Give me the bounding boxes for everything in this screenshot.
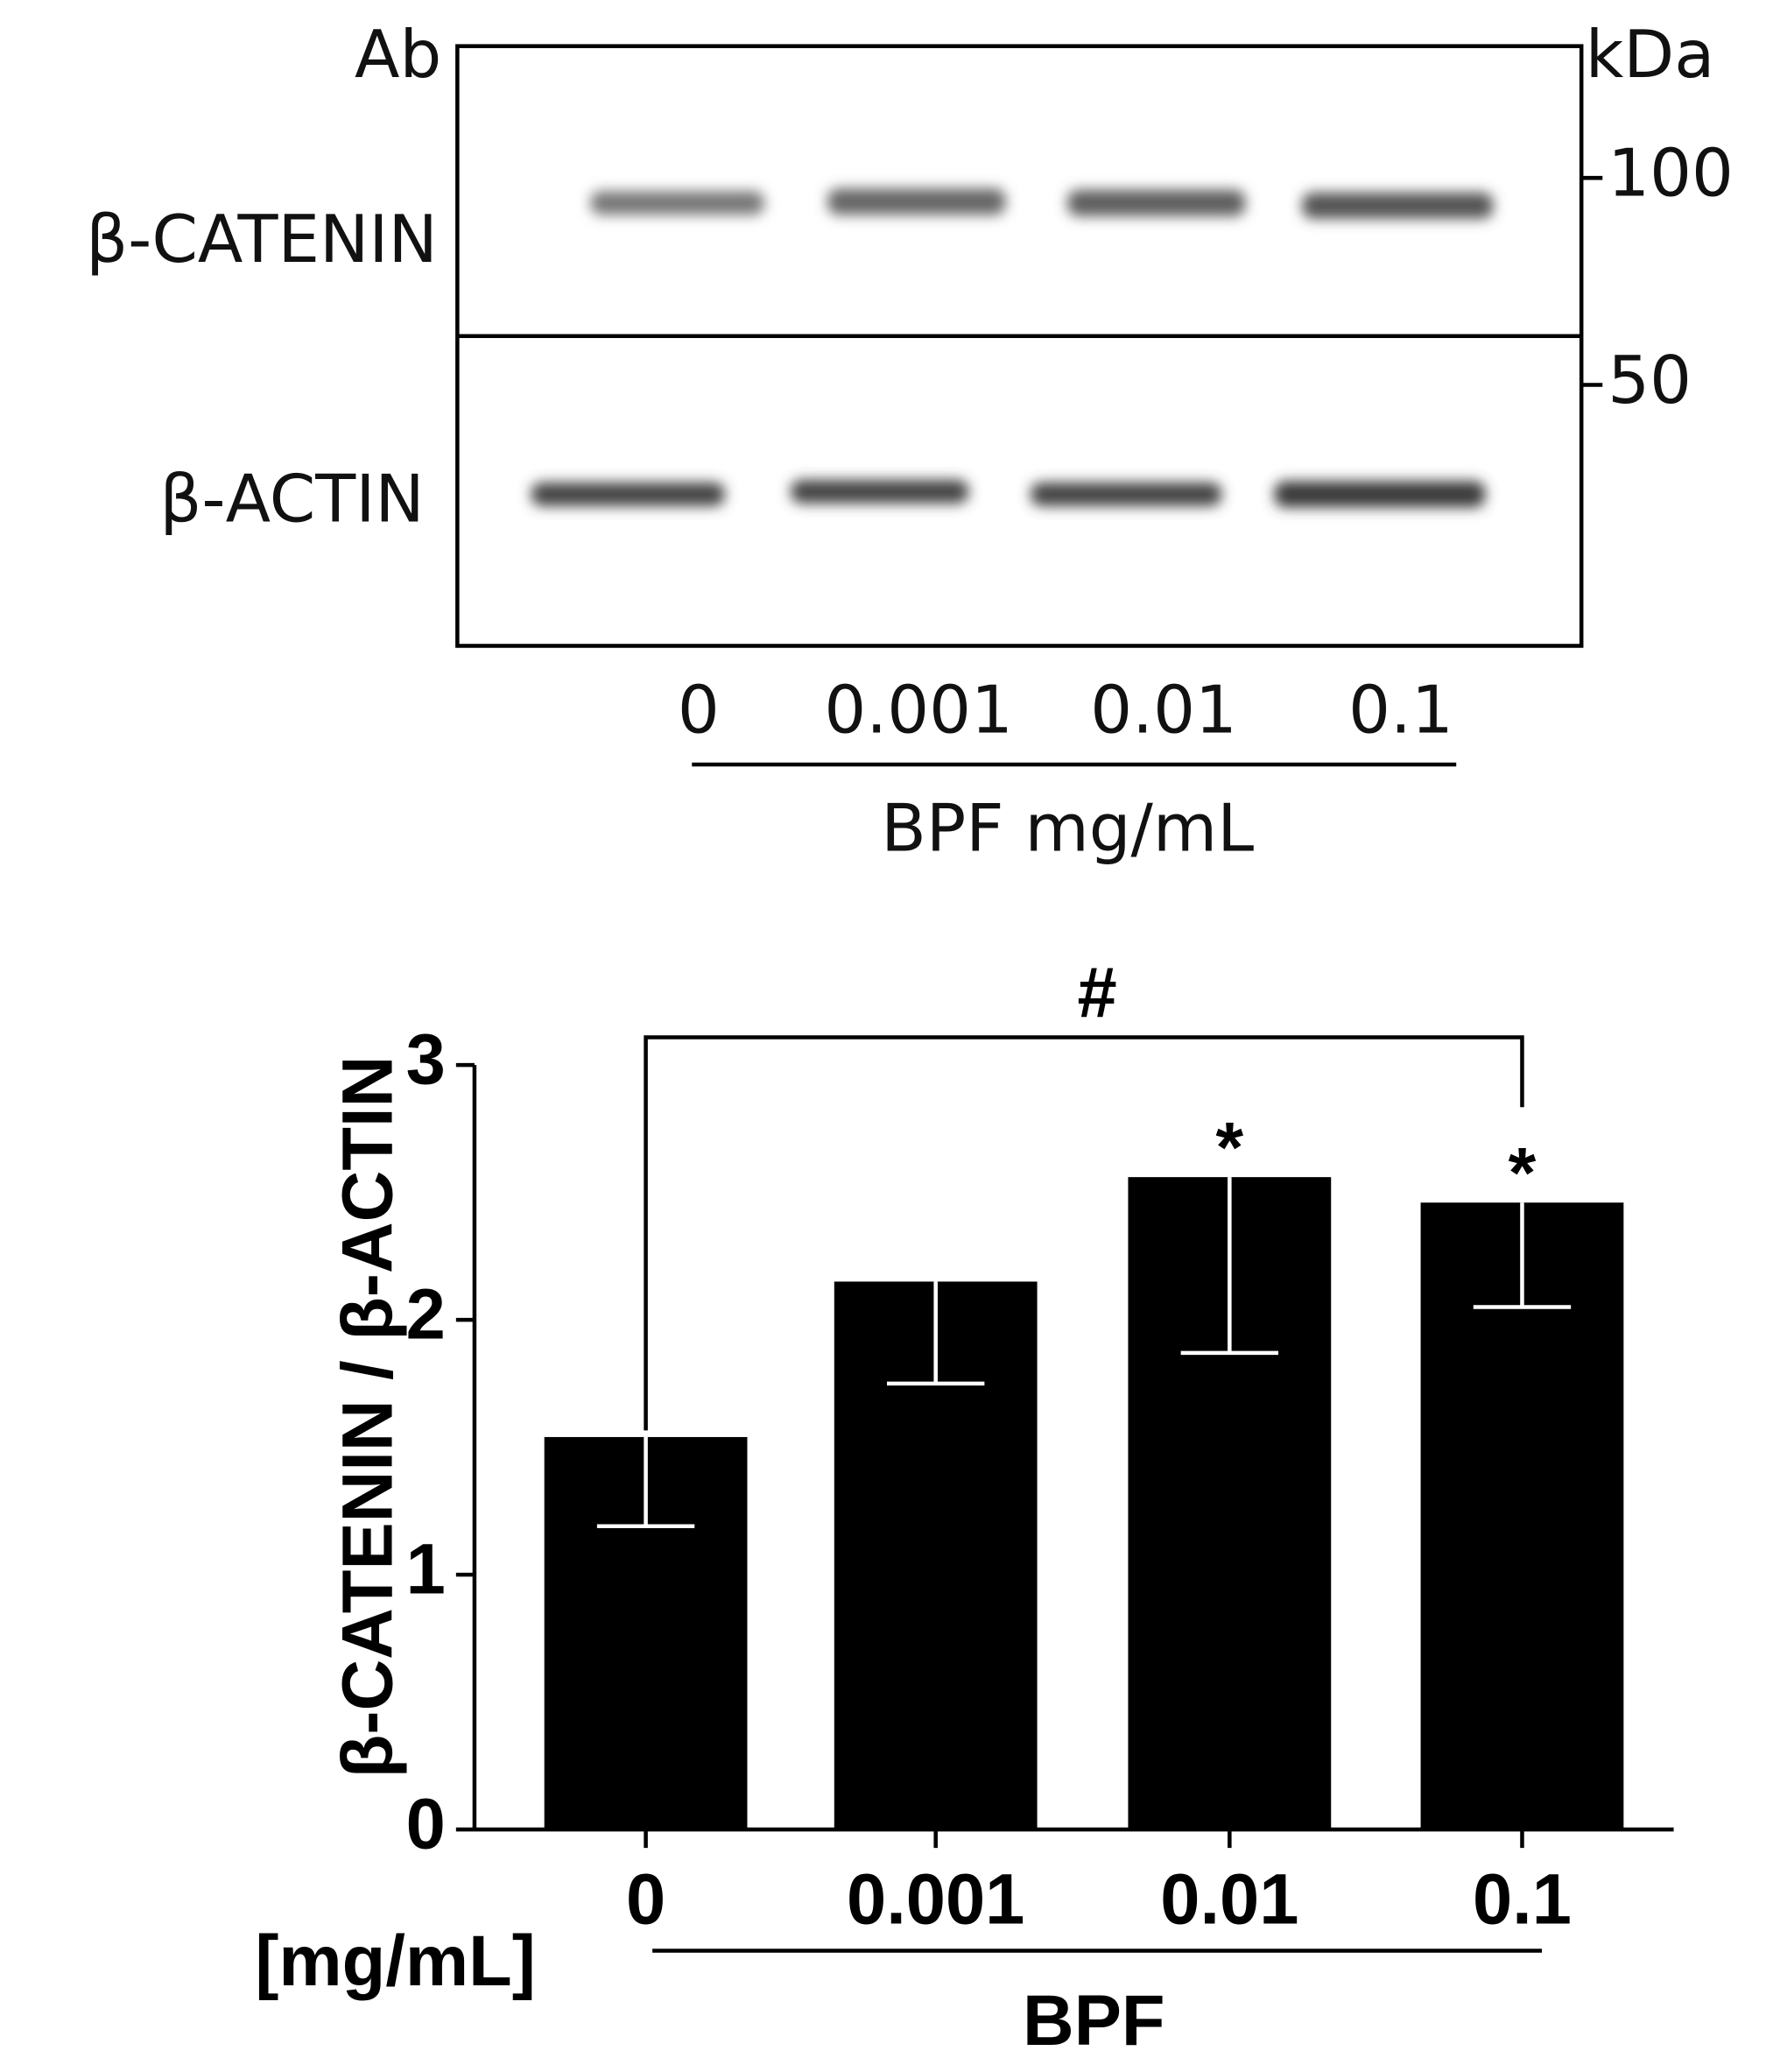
band xyxy=(1031,482,1222,506)
x-tick-label: 0 xyxy=(626,1859,665,1939)
band xyxy=(827,188,1006,215)
unit-label: [mg/mL] xyxy=(255,1921,535,2001)
bands xyxy=(531,188,1494,508)
x-tick-label: 0.1 xyxy=(1473,1859,1572,1939)
y-tick-label: 3 xyxy=(406,1020,446,1100)
lane-label: 0 xyxy=(678,671,720,748)
y-tick-label: 0 xyxy=(406,1785,446,1864)
y-tick-label: 1 xyxy=(406,1530,446,1610)
row-label: β-ACTIN xyxy=(159,460,424,537)
marker-label: 100 xyxy=(1608,135,1734,212)
row-label: β-CATENIN xyxy=(86,201,438,278)
y-tick-label: 2 xyxy=(406,1275,446,1355)
x-tick-label: 0.01 xyxy=(1160,1859,1298,1939)
band xyxy=(1302,192,1494,219)
band xyxy=(590,191,765,215)
significance-mark: # xyxy=(1077,953,1116,1032)
marker-header: kDa xyxy=(1586,16,1715,93)
lane-axis-label: BPF mg/mL xyxy=(881,790,1254,867)
band xyxy=(1274,481,1486,508)
significance-mark: * xyxy=(1509,1134,1537,1214)
band xyxy=(791,479,969,504)
blot-frame xyxy=(455,44,1584,648)
western-blot: Ab kDa β-CATENIN β-ACTIN 100 50 0 0.001 … xyxy=(86,16,1734,867)
bar-chart: β-CATENIN / β-ACTIN [mg/mL] BPF 0 1 2 3 0 0.0… xyxy=(255,953,1674,2061)
x-axis-label: BPF xyxy=(1023,1981,1165,2061)
x-tick-label: 0.001 xyxy=(847,1859,1024,1939)
band xyxy=(531,482,725,506)
lane-label: 0.001 xyxy=(824,671,1012,748)
significance-mark: * xyxy=(1216,1109,1244,1188)
significance-bracket xyxy=(644,1035,1524,1431)
band xyxy=(1067,189,1246,216)
marker-label: 50 xyxy=(1608,342,1692,419)
lane-label: 0.01 xyxy=(1090,671,1237,748)
antibody-header: Ab xyxy=(355,16,441,93)
lane-label: 0.1 xyxy=(1348,671,1453,748)
y-axis-label: β-CATENIN / β-ACTIN xyxy=(327,1056,407,1778)
